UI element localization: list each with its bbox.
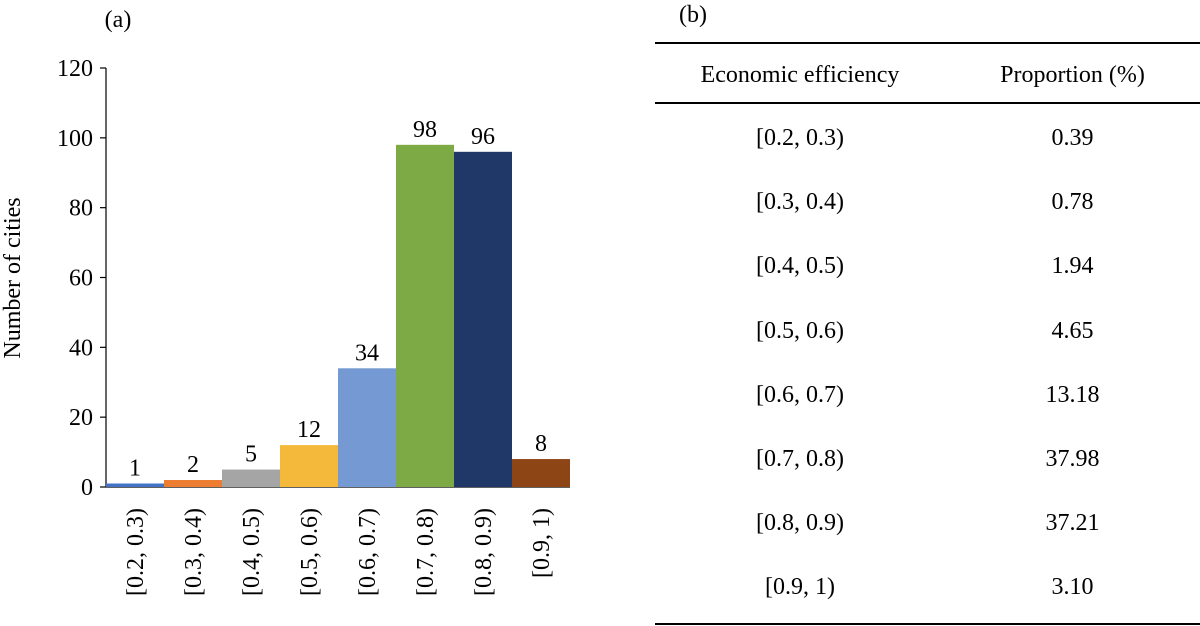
bar-data-label: 1 [129, 456, 141, 482]
y-tick-label: 20 [69, 405, 93, 431]
y-tick-label: 120 [57, 56, 93, 82]
bar [338, 368, 396, 487]
y-tick-label: 60 [69, 266, 93, 292]
table-bottom-rule [655, 623, 1200, 625]
bar-data-label: 12 [297, 417, 321, 443]
panel-label-b: (b) [679, 2, 707, 28]
y-tick-label: 80 [69, 196, 93, 222]
bar-data-label: 2 [187, 452, 199, 478]
x-tick-label: [0.5, 0.6) [297, 508, 323, 596]
table-cell-proportion: 37.21 [1045, 510, 1100, 537]
bar [106, 483, 164, 487]
table-cell-interval: [0.4, 0.5) [756, 253, 844, 280]
x-tick-label: [0.3, 0.4) [181, 508, 207, 596]
table-cell-interval: [0.3, 0.4) [756, 189, 844, 216]
table-top-rule [655, 42, 1200, 44]
table-cell-interval: [0.9, 1) [765, 574, 835, 601]
bars-group: 1 [0.2, 0.3) 2 [0.3, 0.4) 5 [0.4, 0.5) 12 [0.5,… [106, 117, 570, 596]
bar-data-label: 98 [413, 117, 437, 143]
bar [222, 469, 280, 487]
table-cell-proportion: 4.65 [1051, 317, 1094, 344]
table-cell-proportion: 0.39 [1051, 125, 1094, 151]
bar [280, 445, 338, 487]
x-tick-label: [0.2, 0.3) [123, 508, 149, 596]
x-tick-label: [0.9, 1) [529, 508, 555, 578]
y-tick-label: 100 [57, 126, 93, 152]
x-tick-label: [0.8, 0.9) [471, 508, 497, 596]
table-cell-proportion: 37.98 [1045, 446, 1100, 472]
x-tick-label: [0.7, 0.8) [413, 508, 439, 596]
bar [396, 144, 454, 488]
table-cell-interval: [0.6, 0.7) [756, 381, 844, 408]
bar-data-label: 8 [535, 431, 547, 457]
x-tick-label: [0.6, 0.7) [355, 508, 381, 596]
table-header-rule [655, 102, 1200, 104]
bar [164, 480, 222, 487]
header-proportion: Proportion (%) [1000, 62, 1145, 88]
y-axis-label: Number of cities [0, 197, 26, 358]
table-cell-interval: [0.7, 0.8) [756, 446, 844, 472]
table-cell-proportion: 1.94 [1051, 253, 1094, 280]
table-cell-proportion: 0.78 [1051, 189, 1094, 216]
bar [454, 151, 512, 488]
x-tick-label: [0.4, 0.5) [239, 508, 265, 596]
proportion-table: (b) Economic efficiency Proportion (%) [… [655, 0, 1200, 626]
table-cell-interval: [0.2, 0.3) [756, 125, 844, 151]
bar-data-label: 34 [355, 340, 379, 366]
bar-data-label: 96 [471, 124, 495, 150]
table-cell-proportion: 13.18 [1045, 381, 1100, 408]
table-cell-proportion: 3.10 [1051, 574, 1094, 601]
bar [512, 459, 570, 487]
bar-data-label: 5 [245, 442, 257, 468]
bar-chart: (a) Number of cities 0 20 40 60 80 100 120 1 [0… [0, 7, 570, 596]
panel-label-a: (a) [105, 7, 132, 33]
y-tick-label: 40 [69, 335, 93, 361]
y-tick-label: 0 [81, 475, 93, 501]
header-economic-efficiency: Economic efficiency [700, 62, 900, 88]
table-cell-interval: [0.8, 0.9) [756, 510, 844, 537]
table-cell-interval: [0.5, 0.6) [756, 317, 844, 344]
